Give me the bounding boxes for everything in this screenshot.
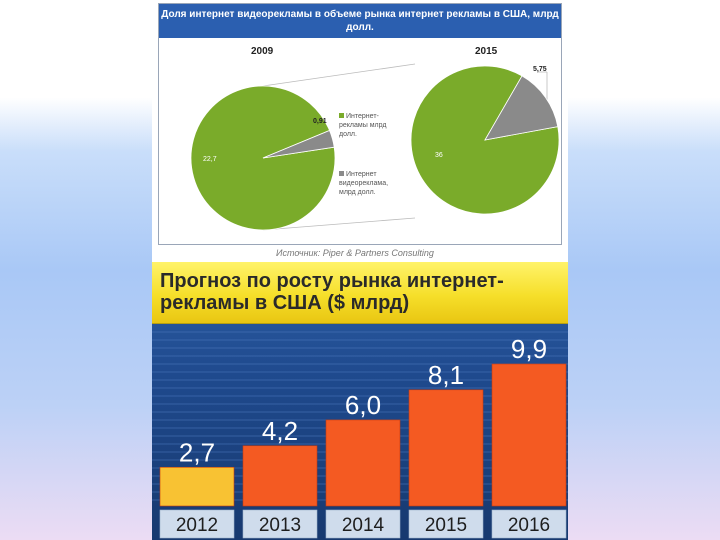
bar-2013 bbox=[242, 445, 318, 507]
pie-chart-panel: Доля интернет видеорекламы в объеме рынк… bbox=[152, 0, 568, 262]
pie-2009-value-main: 22,7 bbox=[203, 156, 217, 163]
bar-value-label-2015: 8,1 bbox=[428, 360, 464, 390]
bar-value-label-2016: 9,9 bbox=[511, 334, 547, 364]
bar-chart-panel: Прогноз по росту рынка интернет-рекламы … bbox=[152, 262, 568, 540]
category-box-2012 bbox=[159, 509, 235, 539]
pie-2009-value-small: 0,91 bbox=[313, 118, 327, 125]
category-label-2012: 2012 bbox=[176, 515, 218, 536]
legend-swatch-grey bbox=[339, 171, 344, 176]
connector-line-bottom bbox=[262, 217, 416, 231]
bar-value-label-2013: 4,2 bbox=[262, 416, 298, 446]
bar-value-label-2014: 6,0 bbox=[345, 390, 381, 420]
legend-label-ad-market: Интернет-рекламы млрд долл. bbox=[339, 113, 387, 138]
pie-year-label-2009: 2009 bbox=[251, 46, 274, 57]
pie-2015 bbox=[410, 65, 560, 215]
bar-2012 bbox=[159, 466, 235, 507]
bar-2016 bbox=[491, 363, 567, 507]
pie-charts-svg bbox=[190, 63, 560, 231]
connector-line-top bbox=[262, 63, 416, 87]
category-box-2014 bbox=[325, 509, 401, 539]
pie-chart-frame: Доля интернет видеорекламы в объеме рынк… bbox=[158, 3, 562, 245]
category-label-2014: 2014 bbox=[342, 515, 385, 536]
legend-item-video-ad: Интернет видеореклама, млрд долл. bbox=[339, 170, 401, 197]
category-box-2013 bbox=[242, 509, 318, 539]
bar-chart-svg: 2,7 2012 4,2 2013 6,0 2014 8,1 2015 9,9 2016 bbox=[152, 331, 568, 539]
pie-year-label-2015: 2015 bbox=[475, 46, 498, 57]
pie-chart-title: Доля интернет видеорекламы в объеме рынк… bbox=[159, 4, 561, 38]
pie-1-slice-1 bbox=[484, 75, 559, 141]
source-caption: Источник: Piper & Partners Consulting bbox=[276, 248, 434, 258]
category-label-2015: 2015 bbox=[425, 515, 467, 536]
pie-0-slice-1 bbox=[262, 129, 335, 159]
pie-2015-value-small: 5,75 bbox=[533, 66, 547, 73]
bar-2014 bbox=[325, 419, 401, 507]
legend-swatch-green bbox=[339, 113, 344, 118]
bar-chart-title: Прогноз по росту рынка интернет-рекламы … bbox=[152, 262, 568, 324]
pie-2015-value-main: 36 bbox=[435, 152, 443, 159]
legend-item-ad-market: Интернет-рекламы млрд долл. bbox=[339, 112, 401, 139]
bar-2015 bbox=[408, 389, 484, 507]
category-box-2015 bbox=[408, 509, 484, 539]
bar-value-label-2012: 2,7 bbox=[179, 437, 215, 467]
category-label-2013: 2013 bbox=[259, 515, 301, 536]
category-label-2016: 2016 bbox=[508, 515, 550, 536]
pie-2009 bbox=[190, 85, 336, 231]
bar-series: 2,7 2012 4,2 2013 6,0 2014 8,1 2015 9,9 2016 bbox=[159, 334, 567, 539]
category-box-2016 bbox=[491, 509, 567, 539]
legend-label-video-ad: Интернет видеореклама, млрд долл. bbox=[339, 171, 389, 196]
